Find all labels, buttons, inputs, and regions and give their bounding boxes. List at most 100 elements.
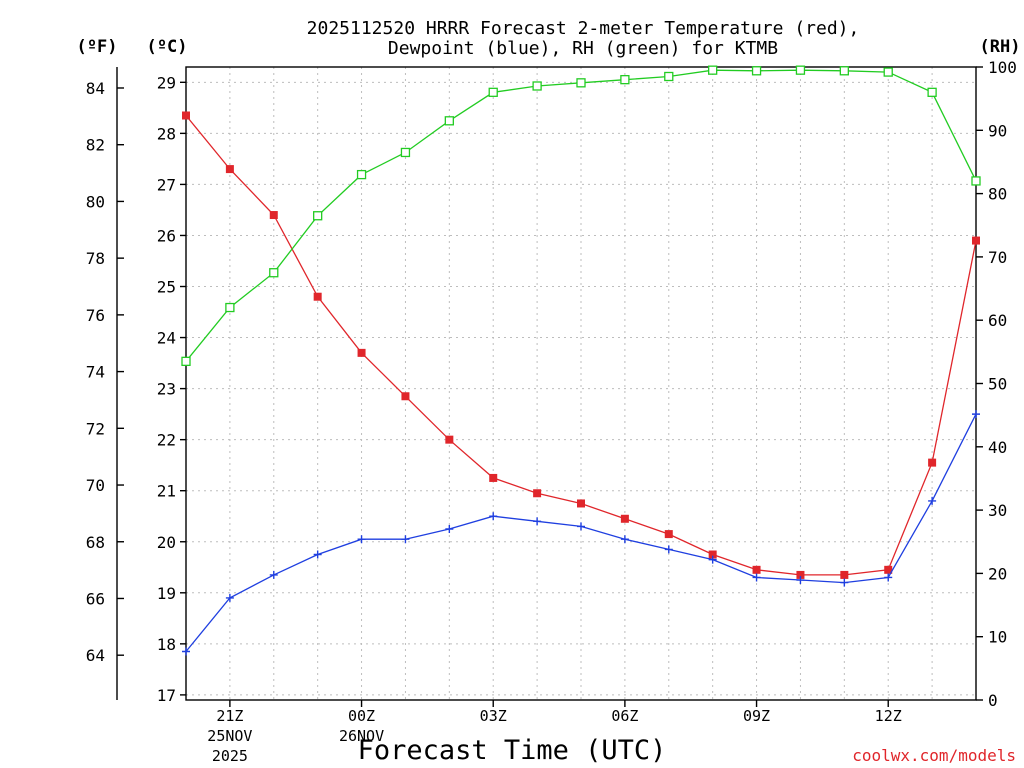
rh-tick-label: 0 xyxy=(988,691,998,710)
fahrenheit-tick-label: 68 xyxy=(86,533,105,552)
temperature-point xyxy=(664,530,673,539)
tick-labels: 64 66 68 70 72 74 76 78 80 82 84 17 18 19 20 21 22 23 24 25… xyxy=(86,58,1017,765)
rh-tick-label: 70 xyxy=(988,248,1007,267)
celsius-tick-label: 22 xyxy=(157,431,176,450)
dewpoint-point xyxy=(577,522,585,531)
fahrenheit-tick-label: 76 xyxy=(86,306,105,325)
dewpoint-point xyxy=(840,578,849,587)
x-tick-label: 03Z xyxy=(480,707,507,725)
rh-point xyxy=(708,65,718,75)
celsius-tick-label: 24 xyxy=(157,329,176,348)
celsius-tick-label: 21 xyxy=(157,482,176,501)
temperature-point xyxy=(489,473,498,482)
celsius-tick-label: 27 xyxy=(157,175,176,194)
dewpoint-point xyxy=(972,410,980,419)
fahrenheit-tick-label: 64 xyxy=(86,646,105,665)
rh-point xyxy=(313,211,323,221)
x-tick-label-year: 2025 xyxy=(212,747,248,765)
x-tick-label: 00Z xyxy=(348,707,375,725)
temperature-point xyxy=(533,489,542,498)
x-tick-label: 12Z xyxy=(875,707,902,725)
dewpoint-point xyxy=(225,593,234,602)
temperature-point xyxy=(752,565,761,574)
celsius-tick-label: 29 xyxy=(157,73,176,92)
temperature-point xyxy=(928,458,937,467)
rh-point xyxy=(795,65,806,75)
rh-point xyxy=(356,169,367,180)
temperature-point xyxy=(445,435,454,444)
dewpoint-point xyxy=(664,545,673,554)
rh-point xyxy=(664,71,674,82)
temperature-point xyxy=(577,499,585,508)
celsius-tick-label: 19 xyxy=(157,584,176,603)
celsius-tick-label: 23 xyxy=(157,380,176,399)
temperature-point xyxy=(269,211,278,220)
rh-point xyxy=(400,147,411,158)
rh-point xyxy=(883,67,893,77)
celsius-unit-label: (ºC) xyxy=(147,37,188,57)
rh-point xyxy=(225,302,235,313)
fahrenheit-tick-label: 84 xyxy=(86,79,105,98)
dewpoint-line xyxy=(185,413,977,652)
rh-tick-label: 90 xyxy=(988,121,1007,140)
rh-unit-label: (RH) xyxy=(980,37,1021,57)
celsius-tick-label: 18 xyxy=(157,635,176,654)
temperature-point xyxy=(357,348,366,357)
temperature-point xyxy=(884,565,893,574)
dewpoint-point xyxy=(884,573,893,582)
temperature-point xyxy=(972,236,980,245)
rh-tick-label: 60 xyxy=(988,311,1007,330)
rh-tick-label: 10 xyxy=(988,628,1007,647)
rh-point xyxy=(488,87,498,97)
rh-point xyxy=(620,75,630,85)
data-series xyxy=(181,65,981,656)
rh-point xyxy=(576,78,586,88)
rh-tick-label: 20 xyxy=(988,564,1007,583)
rh-tick-label: 80 xyxy=(988,185,1007,204)
fahrenheit-tick-label: 78 xyxy=(86,249,105,268)
rh-point xyxy=(532,81,542,91)
credit-text: coolwx.com/models xyxy=(852,746,1016,765)
fahrenheit-tick-label: 70 xyxy=(86,476,105,495)
rh-line xyxy=(185,69,977,362)
temperature-point xyxy=(401,392,410,401)
temperature-point xyxy=(796,570,805,579)
x-tick-label-date: 25NOV xyxy=(207,727,252,745)
rh-point xyxy=(444,116,454,126)
x-tick-label: 09Z xyxy=(743,707,770,725)
temperature-point xyxy=(225,165,234,174)
fahrenheit-tick-label: 72 xyxy=(86,419,105,438)
rh-tick-label: 30 xyxy=(988,501,1007,520)
temperature-point xyxy=(840,570,849,579)
dewpoint-point xyxy=(533,517,542,526)
dewpoint-point xyxy=(182,647,190,656)
dewpoint-point xyxy=(357,535,366,544)
dewpoint-point xyxy=(752,573,761,582)
rh-point xyxy=(971,176,981,186)
dewpoint-point xyxy=(796,576,805,585)
dewpoint-point xyxy=(928,496,937,505)
fahrenheit-tick-label: 82 xyxy=(86,136,105,155)
chart-title-line2: Dewpoint (blue), RH (green) for KTMB xyxy=(388,38,778,59)
temperature-point xyxy=(313,292,322,301)
chart-title-line1: 2025112520 HRRR Forecast 2-meter Tempera… xyxy=(307,18,860,39)
rh-tick-label: 40 xyxy=(988,438,1007,457)
chart-axes xyxy=(116,66,983,707)
dewpoint-point xyxy=(445,524,454,533)
x-tick-label: 21Z xyxy=(216,707,243,725)
fahrenheit-tick-label: 80 xyxy=(86,192,105,211)
fahrenheit-tick-label: 74 xyxy=(86,363,105,382)
dewpoint-point xyxy=(401,535,410,544)
rh-point xyxy=(269,268,279,278)
grid-lines xyxy=(186,67,976,700)
celsius-tick-label: 17 xyxy=(157,686,176,705)
rh-tick-label: 100 xyxy=(988,58,1017,77)
temperature-point xyxy=(620,514,629,523)
rh-point xyxy=(839,66,849,76)
celsius-tick-label: 25 xyxy=(157,278,176,297)
fahrenheit-unit-label: (ºF) xyxy=(77,37,118,57)
celsius-tick-label: 28 xyxy=(157,124,176,143)
temperature-point xyxy=(182,111,190,120)
celsius-tick-label: 26 xyxy=(157,226,176,245)
